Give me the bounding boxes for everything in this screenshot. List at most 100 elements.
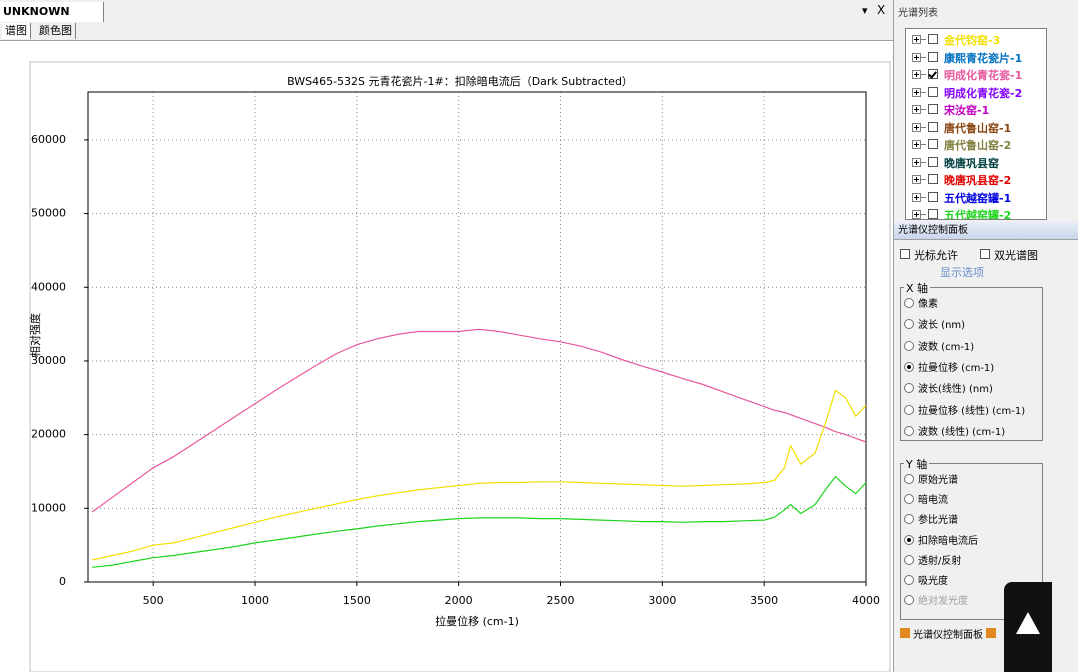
radio-label[interactable]: 吸光度: [918, 576, 948, 587]
close-button[interactable]: X: [877, 3, 886, 17]
radio-label[interactable]: 参比光谱: [918, 515, 958, 527]
expand-plus: [916, 107, 917, 112]
tree-connector: [921, 161, 926, 163]
item-checkbox[interactable]: [928, 209, 938, 219]
radio-button[interactable]: [904, 361, 914, 372]
spectrum-name[interactable]: 康熙青花瓷片-1: [944, 51, 1023, 65]
radio-button[interactable]: [904, 340, 914, 351]
radio-button[interactable]: [904, 319, 914, 330]
item-checkbox[interactable]: [928, 86, 938, 97]
app-logo: [1004, 582, 1052, 672]
item-checkbox[interactable]: [928, 121, 938, 132]
expand-icon[interactable]: [912, 70, 921, 79]
radio-button[interactable]: [904, 298, 914, 308]
x-tick-label: 1500: [343, 594, 371, 607]
radio-label[interactable]: 透射/反射: [918, 555, 962, 567]
spectrum-name[interactable]: 唐代鲁山窑-2: [944, 139, 1012, 152]
radio-label[interactable]: 波长(线性) (nm): [918, 384, 993, 396]
spectrum-name[interactable]: 晚唐巩县窑: [944, 156, 999, 170]
spectrum-name[interactable]: 明成化青花瓷-2: [944, 86, 1023, 100]
item-checkbox[interactable]: [928, 139, 938, 149]
expand-icon[interactable]: [912, 175, 921, 184]
expand-plus: [916, 159, 917, 165]
tree-connector: [921, 109, 926, 110]
item-checkbox[interactable]: [928, 156, 938, 167]
radio-label[interactable]: 拉曼位移 (线性) (cm-1): [918, 405, 1026, 417]
expand-icon[interactable]: [912, 52, 921, 62]
expand-icon[interactable]: [912, 87, 921, 97]
spectrum-line: [92, 475, 867, 568]
option-checkbox[interactable]: [900, 249, 910, 259]
option-label[interactable]: 光标允许: [914, 249, 958, 262]
tree-connector: [921, 74, 926, 75]
spectrum-name[interactable]: 五代越窑罐-2: [944, 209, 1012, 220]
item-checkbox[interactable]: [928, 174, 938, 184]
spectrum-name[interactable]: 宋汝窑-1: [944, 104, 990, 117]
bottom-tab[interactable]: 光谱仪控制面板: [913, 630, 983, 641]
side-panel: 光谱列表 金代钧窑-3 康熙青花瓷片-1 明成化青花瓷-1 明成化青花瓷-2 宋汝窑-1 唐…: [893, 0, 1078, 672]
radio-button[interactable]: [904, 404, 914, 415]
spectrum-line: [91, 389, 867, 561]
spectrum-name[interactable]: 金代钧窑-3: [944, 34, 1001, 47]
item-checkbox[interactable]: [928, 104, 938, 114]
item-checkbox[interactable]: [928, 34, 938, 44]
radio-button[interactable]: [904, 514, 914, 525]
option-label[interactable]: 双光谱图: [994, 249, 1038, 262]
spectrum-name[interactable]: 明成化青花瓷-1: [944, 69, 1023, 82]
view-tab[interactable]: 谱图: [2, 23, 31, 39]
expand-plus: [916, 54, 917, 60]
item-checkbox[interactable]: [928, 69, 938, 79]
y-axis-label: 相对强度: [28, 313, 42, 357]
x-axis-label: 拉曼位移 (cm-1): [435, 614, 519, 628]
radio-button[interactable]: [904, 554, 914, 565]
plot-area: [88, 92, 866, 582]
x-tick-label: 2000: [445, 594, 473, 607]
view-tab[interactable]: 颜色图: [36, 23, 76, 39]
plot-frame: [87, 91, 867, 583]
tree-connector: [921, 144, 926, 145]
radio-label[interactable]: 暗电流: [918, 495, 948, 507]
item-checkbox[interactable]: [928, 51, 938, 62]
group-box: [900, 287, 1043, 441]
tab-icon: [986, 628, 996, 638]
spectrum-name[interactable]: 五代越窑罐-1: [944, 191, 1012, 205]
x-tick-label: 3000: [648, 594, 676, 607]
spectrum-line: [91, 328, 867, 513]
radio-button[interactable]: [904, 494, 914, 505]
expand-icon[interactable]: [912, 192, 921, 202]
expand-icon[interactable]: [912, 105, 921, 114]
expand-icon[interactable]: [912, 140, 921, 149]
control-panel-title: 光谱仪控制面板: [894, 222, 1078, 240]
menu-arrow[interactable]: ▾: [862, 4, 868, 17]
y-tick-label: 60000: [31, 133, 66, 146]
tree-connector: [921, 179, 926, 180]
spectrum-name[interactable]: 唐代鲁山窑-1: [944, 121, 1012, 135]
check-mark: [928, 69, 937, 79]
expand-plus: [916, 177, 917, 182]
expand-icon[interactable]: [912, 210, 921, 219]
radio-label[interactable]: 波数 (cm-1): [918, 341, 975, 353]
document-tab[interactable]: UNKNOWN: [0, 2, 104, 22]
radio-button[interactable]: [904, 474, 914, 484]
radio-button[interactable]: [904, 534, 914, 545]
radio-label[interactable]: 像素: [918, 299, 938, 310]
expand-plus: [916, 124, 917, 130]
option-checkbox[interactable]: [980, 249, 990, 259]
tree-connector: [921, 56, 926, 58]
expand-icon[interactable]: [912, 35, 921, 44]
radio-label[interactable]: 波数 (线性) (cm-1): [918, 426, 1006, 438]
item-checkbox[interactable]: [928, 191, 938, 202]
expand-icon[interactable]: [912, 122, 921, 132]
radio-label[interactable]: 扣除暗电流后: [918, 535, 978, 547]
radio-label[interactable]: 波长 (nm): [918, 320, 966, 332]
radio-button[interactable]: [904, 425, 914, 436]
radio-button[interactable]: [904, 383, 914, 394]
radio-label[interactable]: 原始光谱: [918, 475, 958, 486]
tab-icon: [900, 628, 910, 638]
subtab-bar: 谱图 颜色图: [0, 22, 893, 41]
spectrum-name[interactable]: 晚唐巩县窑-2: [944, 174, 1012, 187]
radio-button[interactable]: [904, 575, 914, 585]
radio-label[interactable]: 拉曼位移 (cm-1): [918, 362, 995, 374]
expand-icon[interactable]: [912, 157, 921, 167]
